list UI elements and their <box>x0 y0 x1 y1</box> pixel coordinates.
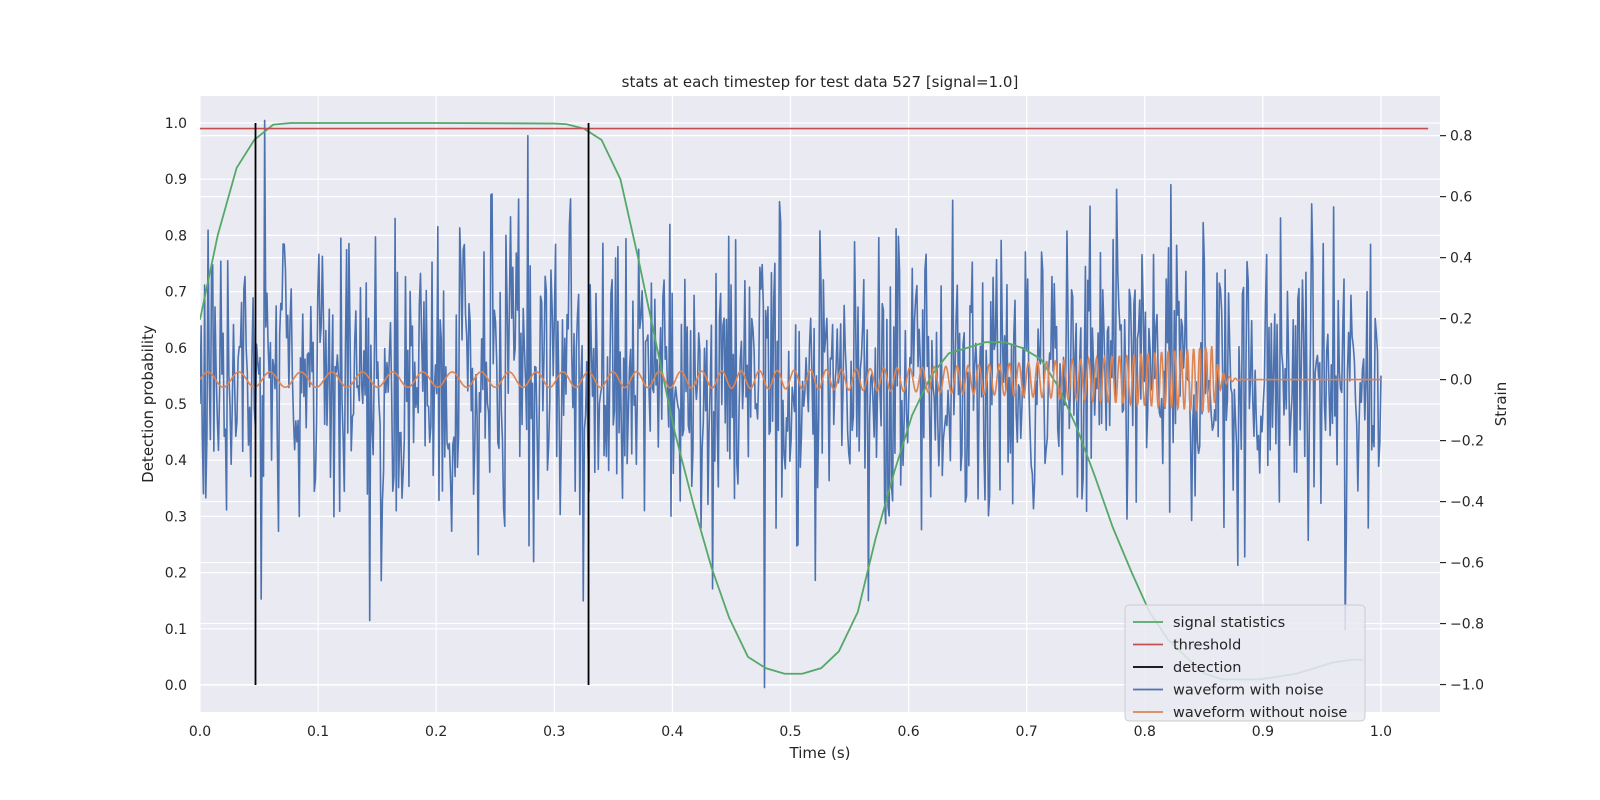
x-tick-label: 1.0 <box>1370 724 1392 740</box>
y-right-tick-label: 0.4 <box>1450 251 1472 267</box>
x-axis-label: Time (s) <box>789 744 851 762</box>
legend-box <box>1124 604 1366 722</box>
x-tick-label: 0.7 <box>1016 724 1038 740</box>
y-left-tick-label: 1.0 <box>165 116 187 132</box>
y-right-tick-label: −0.8 <box>1450 617 1484 633</box>
legend-label: waveform without noise <box>1173 705 1347 721</box>
y-right-tick-label: −0.6 <box>1450 556 1484 572</box>
y-left-tick-label: 0.3 <box>165 509 187 525</box>
y-left-ticks: 0.0 0.1 0.2 0.3 0.4 0.5 0.6 0.7 0.8 0.9 1.0 <box>165 116 187 694</box>
x-tick-label: 0.4 <box>661 724 683 740</box>
x-tick-label: 0.1 <box>307 724 329 740</box>
y-left-axis-label: Detection probability <box>139 325 157 483</box>
x-tick-label: 0.6 <box>897 724 919 740</box>
y-left-tick-label: 0.5 <box>165 397 187 413</box>
y-left-tick-label: 0.7 <box>165 285 187 301</box>
x-tick-label: 0.8 <box>1134 724 1156 740</box>
series-waveform-without-noise <box>200 346 1381 413</box>
series-waveform-with-noise <box>200 119 1382 689</box>
legend-label: detection <box>1173 660 1241 676</box>
x-tick-label: 0.3 <box>543 724 565 740</box>
y-right-tick-label: −1.0 <box>1450 678 1484 694</box>
y-left-tick-label: 0.8 <box>165 228 187 244</box>
x-tick-label: 0.5 <box>779 724 801 740</box>
legend-label: signal statistics <box>1173 615 1285 631</box>
y-right-tick-label: 0.6 <box>1450 190 1472 206</box>
legend-label: threshold <box>1173 638 1241 654</box>
x-tick-label: 0.0 <box>189 724 211 740</box>
legend: signal statistics threshold detection wavef… <box>1124 604 1366 722</box>
y-right-tick-label: 0.8 <box>1450 129 1472 145</box>
y-left-tick-label: 0.9 <box>165 172 187 188</box>
y-right-tick-label: −0.2 <box>1450 434 1484 450</box>
y-left-tick-label: 0.1 <box>165 622 187 638</box>
x-tick-label: 0.9 <box>1252 724 1274 740</box>
y-left-tick-label: 0.0 <box>165 678 187 694</box>
chart-title: stats at each timestep for test data 527… <box>622 73 1019 91</box>
y-right-axis-label: Strain <box>1492 382 1510 426</box>
x-tick-label: 0.2 <box>425 724 447 740</box>
y-left-tick-label: 0.2 <box>165 566 187 582</box>
legend-label: waveform with noise <box>1173 683 1324 699</box>
y-right-tick-label: 0.0 <box>1450 373 1472 389</box>
y-right-tick-label: −0.4 <box>1450 495 1484 511</box>
x-ticks: 0.0 0.1 0.2 0.3 0.4 0.5 0.6 0.7 0.8 0.9 1.0 <box>189 724 1392 740</box>
y-right-tick-label: 0.2 <box>1450 312 1472 328</box>
y-right-ticks: −1.0 −0.8 −0.6 −0.4 −0.2 0.0 0.2 0.4 0.6 0.8 <box>1440 129 1484 694</box>
y-left-tick-label: 0.4 <box>165 453 187 469</box>
y-left-tick-label: 0.6 <box>165 341 187 357</box>
